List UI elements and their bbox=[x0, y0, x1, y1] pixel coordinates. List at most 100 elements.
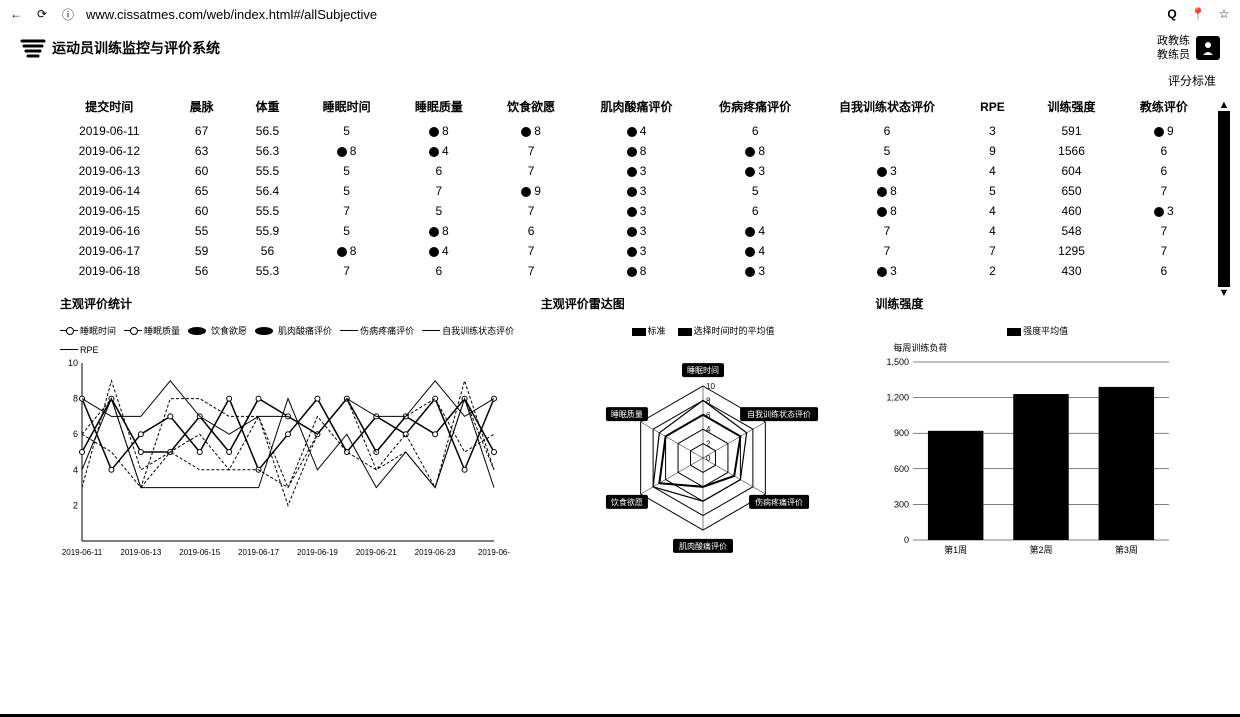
table-cell: 5 bbox=[300, 161, 392, 181]
table-col-header[interactable]: 提交时间 bbox=[50, 95, 169, 121]
svg-text:自我训练状态评价: 自我训练状态评价 bbox=[747, 409, 811, 419]
search-icon[interactable]: Q bbox=[1164, 6, 1180, 22]
svg-text:10: 10 bbox=[706, 382, 715, 391]
svg-text:2019-06-21: 2019-06-21 bbox=[356, 548, 397, 557]
table-cell: 7 bbox=[814, 241, 959, 261]
table-cell: 2019-06-11 bbox=[50, 121, 169, 141]
svg-text:8: 8 bbox=[73, 394, 78, 404]
table-cell: 8 bbox=[577, 261, 696, 281]
table-cell: 1566 bbox=[1025, 141, 1117, 161]
table-col-header[interactable]: 睡眠质量 bbox=[393, 95, 485, 121]
table-col-header[interactable]: 饮食欲愿 bbox=[485, 95, 577, 121]
table-row[interactable]: 2019-06-185655.376783324306 bbox=[50, 261, 1210, 281]
table-cell: 56 bbox=[169, 261, 235, 281]
table-cell: 7 bbox=[485, 261, 577, 281]
table-cell: 60 bbox=[169, 201, 235, 221]
svg-text:4: 4 bbox=[73, 465, 78, 475]
table-row[interactable]: 2019-06-116756.558846635919 bbox=[50, 121, 1210, 141]
table-col-header[interactable]: 体重 bbox=[235, 95, 301, 121]
table-cell: 604 bbox=[1025, 161, 1117, 181]
bar-chart-title: 训练强度 bbox=[875, 295, 1200, 312]
scroll-track[interactable] bbox=[1218, 111, 1230, 287]
table-cell: 56.5 bbox=[235, 121, 301, 141]
user-block[interactable]: 政教练 教练员 bbox=[1157, 34, 1220, 63]
svg-text:600: 600 bbox=[894, 464, 909, 474]
table-col-header[interactable]: 晨脉 bbox=[169, 95, 235, 121]
table-cell: 5 bbox=[300, 221, 392, 241]
table-cell: 6 bbox=[393, 261, 485, 281]
svg-text:10: 10 bbox=[68, 358, 78, 368]
table-cell: 5 bbox=[696, 181, 815, 201]
radar-chart-block: 主观评价雷达图 标准选择时间时的平均值 0246810睡眠时间自我训练状态评价伤… bbox=[541, 295, 866, 569]
line-chart: 2468102019-06-112019-06-132019-06-152019… bbox=[60, 359, 500, 559]
back-icon[interactable]: ← bbox=[8, 6, 24, 22]
pin-icon[interactable]: 📍 bbox=[1190, 6, 1206, 22]
scroll-up-icon[interactable]: ▲ bbox=[1219, 99, 1230, 111]
table-scrollbar[interactable]: ▲ ▼ bbox=[1218, 99, 1230, 299]
table-cell: 430 bbox=[1025, 261, 1117, 281]
svg-text:睡眠时间: 睡眠时间 bbox=[687, 365, 719, 375]
url-text: www.cissatmes.com/web/index.html#/allSub… bbox=[86, 7, 377, 22]
table-col-header[interactable]: 教练评价 bbox=[1118, 95, 1210, 121]
app-logo: 运动员训练监控与评价系统 bbox=[20, 37, 220, 59]
reload-icon[interactable]: ⟳ bbox=[34, 6, 50, 22]
bar-chart: 03006009001,2001,500第1周第2周第3周 bbox=[875, 358, 1175, 558]
table-cell: 67 bbox=[169, 121, 235, 141]
table-cell: 55.5 bbox=[235, 201, 301, 221]
svg-text:0: 0 bbox=[706, 454, 711, 463]
table-cell: 6 bbox=[1118, 261, 1210, 281]
info-icon[interactable]: ⓘ bbox=[60, 6, 76, 22]
line-chart-block: 主观评价统计 睡眠时间睡眠质量饮食欲愿肌肉酸痛评价伤病疼痛评价自我训练状态评价R… bbox=[60, 295, 531, 569]
table-cell: 3 bbox=[959, 121, 1025, 141]
table-row[interactable]: 2019-06-126356.3847885915666 bbox=[50, 141, 1210, 161]
table-col-header[interactable]: 自我训练状态评价 bbox=[814, 95, 959, 121]
svg-text:0: 0 bbox=[904, 535, 909, 545]
table-cell: 2019-06-17 bbox=[50, 241, 169, 261]
table-row[interactable]: 2019-06-146556.457935856507 bbox=[50, 181, 1210, 201]
table-row[interactable]: 2019-06-156055.575736844603 bbox=[50, 201, 1210, 221]
table-cell: 8 bbox=[393, 221, 485, 241]
table-col-header[interactable]: RPE bbox=[959, 95, 1025, 121]
svg-text:2: 2 bbox=[706, 440, 711, 449]
table-cell: 56.3 bbox=[235, 141, 301, 161]
table-cell: 8 bbox=[814, 181, 959, 201]
svg-text:伤病疼痛评价: 伤病疼痛评价 bbox=[755, 497, 803, 507]
table-cell: 8 bbox=[696, 141, 815, 161]
table-row[interactable]: 2019-06-136055.556733346046 bbox=[50, 161, 1210, 181]
table-cell: 2019-06-12 bbox=[50, 141, 169, 161]
rating-standard-link[interactable]: 评分标准 bbox=[0, 72, 1240, 89]
svg-text:1,500: 1,500 bbox=[887, 357, 910, 367]
user-role-2: 教练员 bbox=[1157, 48, 1190, 62]
star-icon[interactable]: ☆ bbox=[1216, 6, 1232, 22]
table-header-row: 提交时间晨脉体重睡眠时间睡眠质量饮食欲愿肌肉酸痛评价伤病疼痛评价自我训练状态评价… bbox=[50, 95, 1210, 121]
table-cell: 2019-06-13 bbox=[50, 161, 169, 181]
table-cell: 2019-06-14 bbox=[50, 181, 169, 201]
table-col-header[interactable]: 训练强度 bbox=[1025, 95, 1117, 121]
table-cell: 7 bbox=[814, 221, 959, 241]
svg-text:2019-06-23: 2019-06-23 bbox=[415, 548, 456, 557]
avatar-icon bbox=[1196, 36, 1220, 60]
table-cell: 2019-06-18 bbox=[50, 261, 169, 281]
svg-text:4: 4 bbox=[706, 425, 711, 434]
table-col-header[interactable]: 肌肉酸痛评价 bbox=[577, 95, 696, 121]
table-cell: 5 bbox=[300, 181, 392, 201]
table-row[interactable]: 2019-06-175956847347712957 bbox=[50, 241, 1210, 261]
table-col-header[interactable]: 睡眠时间 bbox=[300, 95, 392, 121]
table-cell: 4 bbox=[959, 161, 1025, 181]
table-cell: 4 bbox=[696, 221, 815, 241]
table-cell: 5 bbox=[814, 141, 959, 161]
scroll-down-icon[interactable]: ▼ bbox=[1219, 287, 1230, 299]
table-cell: 6 bbox=[485, 221, 577, 241]
table-cell: 7 bbox=[300, 201, 392, 221]
table-cell: 9 bbox=[485, 181, 577, 201]
table-cell: 59 bbox=[169, 241, 235, 261]
table-row[interactable]: 2019-06-165555.958634745487 bbox=[50, 221, 1210, 241]
table-col-header[interactable]: 伤病疼痛评价 bbox=[696, 95, 815, 121]
browser-bar: ← ⟳ ⓘ www.cissatmes.com/web/index.html#/… bbox=[0, 0, 1240, 28]
table-cell: 8 bbox=[300, 141, 392, 161]
table-cell: 7 bbox=[300, 261, 392, 281]
data-table: 提交时间晨脉体重睡眠时间睡眠质量饮食欲愿肌肉酸痛评价伤病疼痛评价自我训练状态评价… bbox=[50, 95, 1210, 281]
table-cell: 2019-06-15 bbox=[50, 201, 169, 221]
table-cell: 3 bbox=[814, 161, 959, 181]
table-cell: 55.3 bbox=[235, 261, 301, 281]
